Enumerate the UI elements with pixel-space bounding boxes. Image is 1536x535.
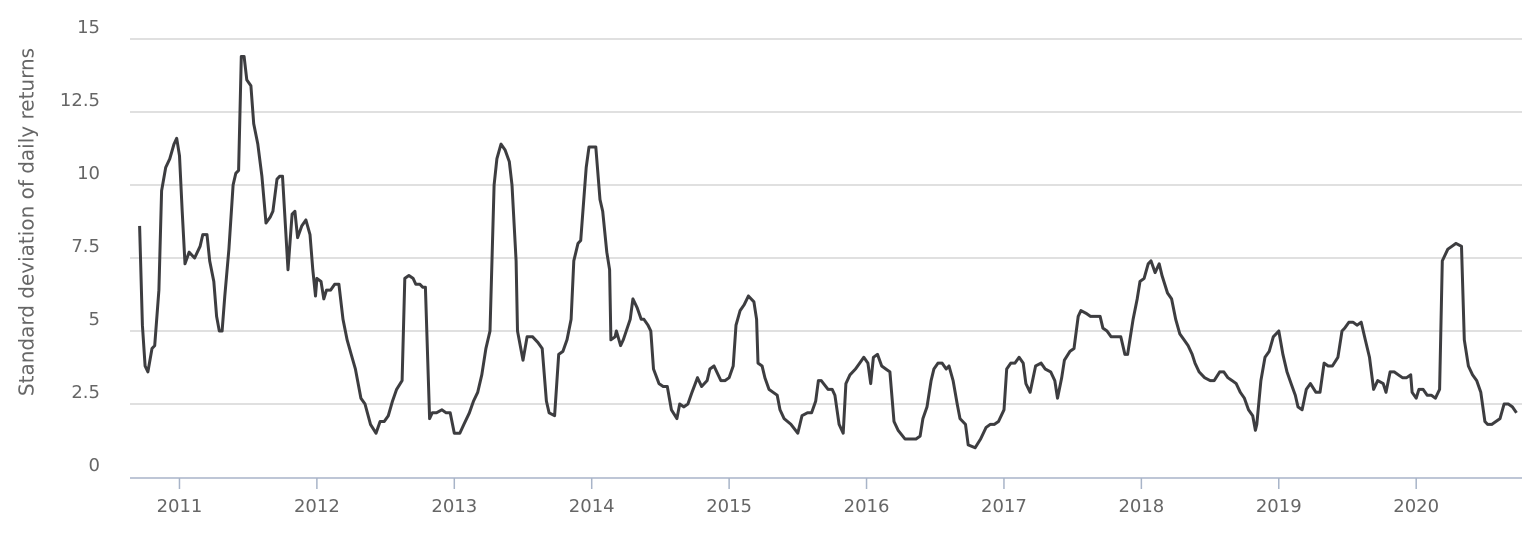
y-tick-label: 7.5 (71, 236, 100, 257)
y-axis-title: Standard deviation of daily returns (15, 48, 39, 396)
x-tick-label: 2013 (431, 496, 477, 517)
x-tick-label: 2020 (1393, 496, 1439, 517)
x-tick-label: 2017 (981, 496, 1027, 517)
x-tick-label: 2019 (1256, 496, 1302, 517)
x-tick-label: 2016 (844, 496, 890, 517)
x-tick-label: 2018 (1118, 496, 1164, 517)
data-line (138, 55, 1518, 450)
x-tick-label: 2012 (294, 496, 340, 517)
x-tick-label: 2015 (706, 496, 752, 517)
x-tick-label: 2014 (569, 496, 615, 517)
x-tick-label: 2011 (157, 496, 203, 517)
y-tick-label: 2.5 (71, 382, 100, 403)
y-tick-label: 10 (77, 163, 100, 184)
y-tick-label: 12.5 (60, 90, 100, 111)
y-tick-label: 5 (89, 309, 100, 330)
y-tick-label: 15 (77, 17, 100, 38)
y-tick-label: 0 (89, 455, 100, 476)
